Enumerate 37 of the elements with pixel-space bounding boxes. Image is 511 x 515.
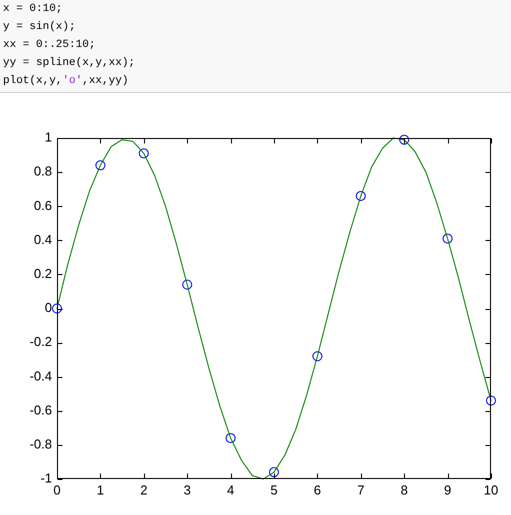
point (52, 304, 62, 314)
point (95, 160, 106, 170)
y-tick-label: 0.6 (34, 198, 52, 213)
text: yy = spline(x,y,xx); (3, 57, 136, 69)
y-tick-label: 0 (44, 300, 52, 316)
point (356, 190, 366, 201)
y-tick-label: 0.8 (34, 164, 52, 179)
x-tick-label: 10 (484, 482, 498, 498)
x-tick-label: 2 (140, 482, 148, 498)
text: y = sin(x); (3, 21, 76, 33)
x-tick-label: 9 (444, 482, 452, 498)
text: plot(x,y,'o',xx,yy) (3, 75, 128, 87)
text: xx = 0:.25:10; (3, 39, 96, 51)
point (399, 134, 410, 145)
y-tick-label: 1 (44, 130, 52, 145)
point (269, 467, 279, 478)
y-tick-label: 0.2 (34, 266, 52, 281)
y-tick-label: -0.8 (30, 436, 52, 452)
y-tick-label: -0.2 (30, 334, 52, 350)
x-tick-label: 4 (226, 482, 234, 498)
x-tick-label: 1 (96, 482, 104, 498)
point (226, 433, 236, 444)
y-tick-label: -0.4 (30, 368, 52, 384)
point (486, 396, 496, 406)
x-tick-label: 8 (400, 482, 408, 498)
y-tick-label: 0.4 (34, 232, 52, 247)
x-tick-label: 5 (270, 482, 278, 498)
text: x = 0:10; (3, 3, 62, 15)
x-tick-label: 7 (357, 482, 364, 498)
point (138, 148, 149, 158)
y-tick-label: -0.6 (30, 402, 52, 418)
point (182, 280, 192, 290)
point (442, 234, 453, 244)
x-tick-label: 3 (184, 482, 191, 498)
y-tick-label: -1 (40, 470, 52, 486)
x-tick-label: 6 (314, 482, 322, 498)
point (312, 351, 322, 362)
